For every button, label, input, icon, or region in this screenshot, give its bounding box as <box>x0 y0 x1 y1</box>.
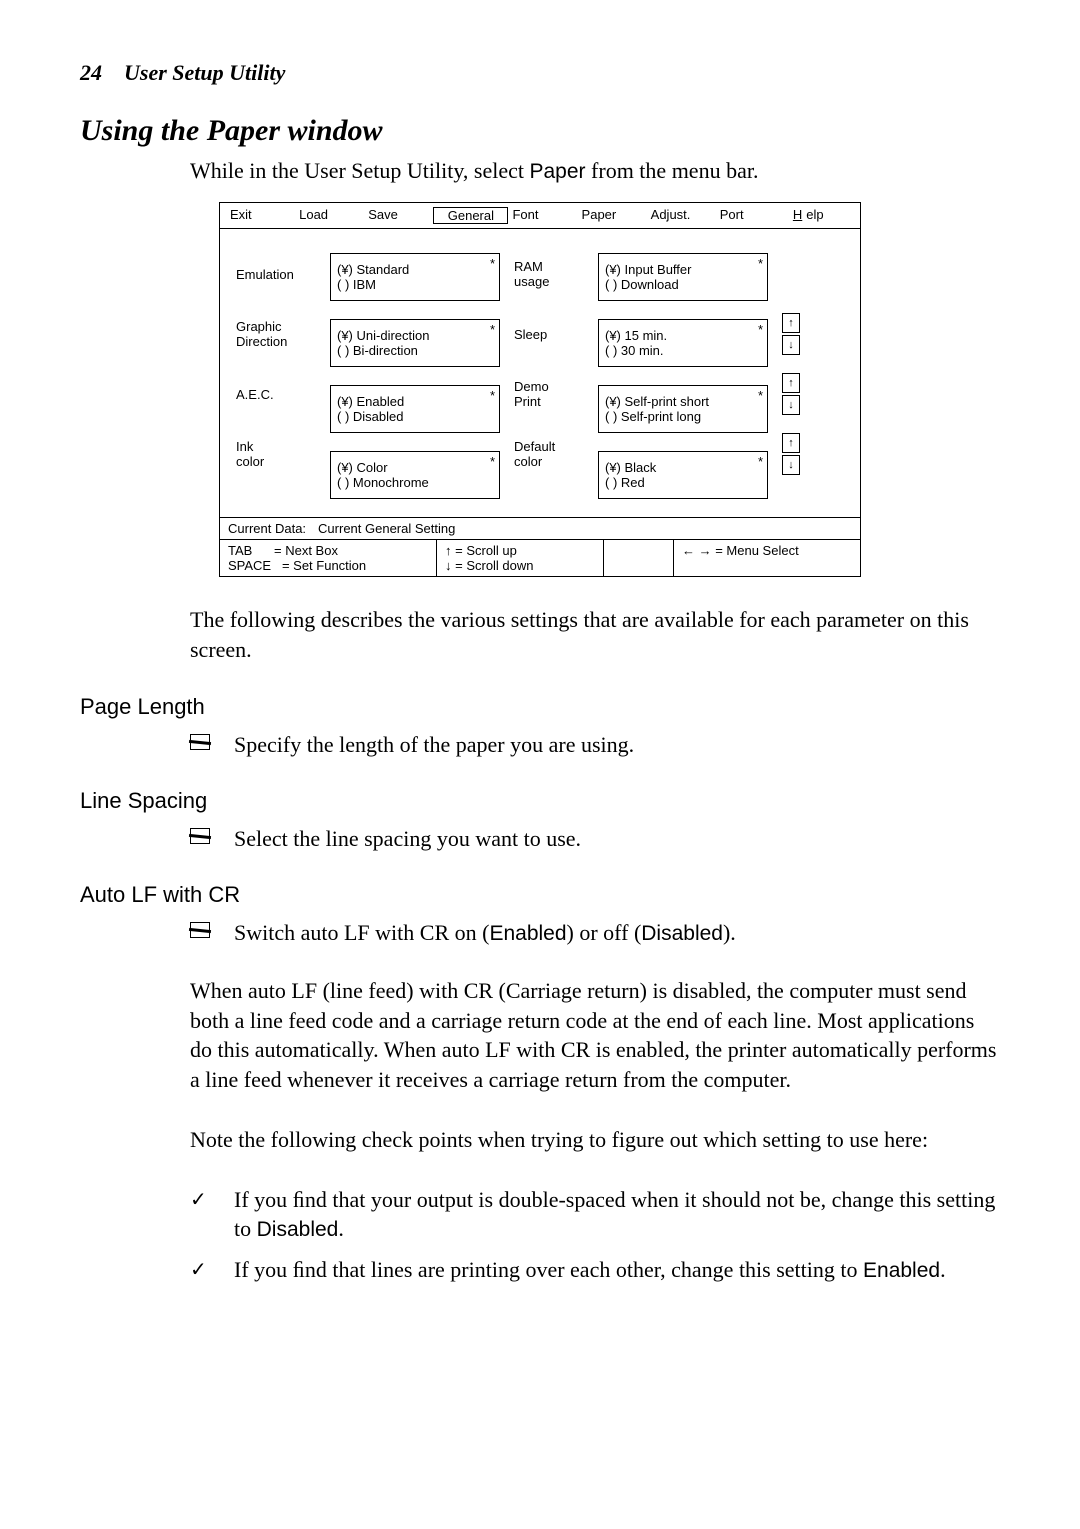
opt-graphic-direction[interactable]: (¥) Uni-direction( ) Bi-direction* <box>330 319 500 367</box>
arrows-demo[interactable]: ↑↓ <box>782 373 800 415</box>
footer-bar: TAB = Next Box SPACE = Set Function ↑ = … <box>220 539 860 576</box>
auto-lf-para-3: Note the following check points when try… <box>190 1125 1000 1155</box>
right-labels: RAMusage Sleep DemoPrint Defaultcolor <box>514 253 584 499</box>
list-item: ✓ If you ﬁnd that your output is double-… <box>190 1185 1000 1245</box>
check-icon: ✓ <box>190 1257 207 1284</box>
box-bullet-icon <box>190 734 210 750</box>
label-ink-color: Inkcolor <box>236 433 316 475</box>
subhead-page-length: Page Length <box>80 694 1000 720</box>
left-labels: Emulation GraphicDirection A.E.C. Inkcol… <box>236 253 316 499</box>
intro-suffix: from the menu bar. <box>586 158 759 183</box>
current-data-bar: Current Data: Current General Setting <box>220 517 860 539</box>
body-para-1: The following describes the various sett… <box>190 605 1000 664</box>
list-item: Switch auto LF with CR on (Enabled) or o… <box>190 918 1000 948</box>
arrow-up-icon[interactable]: ↑ <box>782 313 800 333</box>
label-default-color: Defaultcolor <box>514 433 584 475</box>
list-item: Specify the length of the paper you are … <box>190 730 1000 760</box>
arrows-default-color[interactable]: ↑↓ <box>782 433 800 475</box>
arrows-col: ↑↓ ↑↓ ↑↓ <box>782 253 800 499</box>
label-emulation: Emulation <box>236 253 316 295</box>
running-header: 24 User Setup Utility <box>80 60 1000 86</box>
menu-help[interactable]: Help <box>785 207 854 224</box>
intro-paragraph: While in the User Setup Utility, select … <box>190 158 1000 184</box>
header-title: User Setup Utility <box>124 60 285 85</box>
menu-paper[interactable]: Paper <box>578 207 647 224</box>
arrow-up-icon[interactable]: ↑ <box>782 433 800 453</box>
label-sleep: Sleep <box>514 313 584 355</box>
opt-default-color[interactable]: (¥) Black( ) Red* <box>598 451 768 499</box>
footer-menu-select: ← → = Menu Select <box>674 540 860 576</box>
subhead-auto-lf: Auto LF with CR <box>80 882 1000 908</box>
opt-ram-usage[interactable]: (¥) Input Buffer( ) Download* <box>598 253 768 301</box>
settings-area: Emulation GraphicDirection A.E.C. Inkcol… <box>220 229 860 517</box>
opt-ink-color[interactable]: (¥) Color( ) Monochrome* <box>330 451 500 499</box>
intro-menu-word: Paper <box>530 160 586 183</box>
auto-lf-para-2: When auto LF (line feed) with CR (Carria… <box>190 976 1000 1095</box>
arrow-down-icon[interactable]: ↓ <box>782 335 800 355</box>
menu-adjust[interactable]: Adjust. <box>647 207 716 224</box>
list-item: ✓ If you ﬁnd that lines are printing ove… <box>190 1255 1000 1285</box>
section-title: Using the Paper window <box>80 114 1000 148</box>
footer-tab-space: TAB = Next Box SPACE = Set Function <box>220 540 437 576</box>
current-data-value: Current General Setting <box>318 521 455 536</box>
label-aec: A.E.C. <box>236 373 316 415</box>
menubar: Exit Load Save General Font Paper Adjust… <box>220 203 860 229</box>
arrows-sleep[interactable]: ↑↓ <box>782 313 800 355</box>
box-bullet-icon <box>190 828 210 844</box>
arrow-down-icon[interactable]: ↓ <box>782 455 800 475</box>
label-graphic-direction: GraphicDirection <box>236 313 316 355</box>
screenshot-wrap: Exit Load Save General Font Paper Adjust… <box>80 202 1000 577</box>
opt-aec[interactable]: (¥) Enabled( ) Disabled* <box>330 385 500 433</box>
opt-sleep[interactable]: (¥) 15 min.( ) 30 min.* <box>598 319 768 367</box>
menu-save[interactable]: Save <box>364 207 433 224</box>
left-options: (¥) Standard( ) IBM* (¥) Uni-direction( … <box>330 253 500 499</box>
footer-scroll: ↑ = Scroll up ↓ = Scroll down <box>437 540 604 576</box>
menu-exit[interactable]: Exit <box>226 207 295 224</box>
list-item: Select the line spacing you want to use. <box>190 824 1000 854</box>
box-bullet-icon <box>190 922 210 938</box>
auto-lf-checks: ✓ If you ﬁnd that your output is double-… <box>190 1185 1000 1285</box>
line-spacing-list: Select the line spacing you want to use. <box>190 824 1000 854</box>
label-ram-usage: RAMusage <box>514 253 584 295</box>
menu-font[interactable]: Font <box>508 207 577 224</box>
page-number: 24 <box>80 60 102 85</box>
intro-prefix: While in the User Setup Utility, select <box>190 158 530 183</box>
subhead-line-spacing: Line Spacing <box>80 788 1000 814</box>
opt-emulation[interactable]: (¥) Standard( ) IBM* <box>330 253 500 301</box>
opt-demo-print[interactable]: (¥) Self-print short( ) Self-print long* <box>598 385 768 433</box>
label-demo-print: DemoPrint <box>514 373 584 415</box>
footer-spacer <box>604 540 674 576</box>
arrow-up-icon[interactable]: ↑ <box>782 373 800 393</box>
auto-lf-list: Switch auto LF with CR on (Enabled) or o… <box>190 918 1000 948</box>
check-icon: ✓ <box>190 1187 207 1214</box>
right-options: (¥) Input Buffer( ) Download* (¥) 15 min… <box>598 253 768 499</box>
page: 24 User Setup Utility Using the Paper wi… <box>0 0 1080 1373</box>
current-data-label: Current Data: <box>228 521 306 536</box>
utility-screenshot: Exit Load Save General Font Paper Adjust… <box>219 202 861 577</box>
menu-port[interactable]: Port <box>716 207 785 224</box>
menu-load[interactable]: Load <box>295 207 364 224</box>
menu-general[interactable]: General <box>433 207 508 224</box>
arrow-down-icon[interactable]: ↓ <box>782 395 800 415</box>
page-length-list: Specify the length of the paper you are … <box>190 730 1000 760</box>
